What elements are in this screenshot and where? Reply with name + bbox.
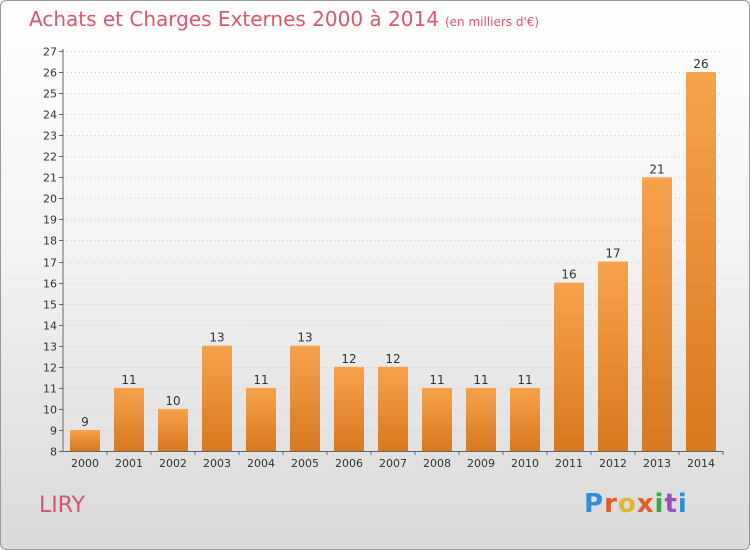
bar-value-label: 13 bbox=[209, 331, 224, 345]
chart-title-text: Achats et Charges Externes 2000 à 2014 bbox=[29, 7, 439, 31]
logo-letter: t bbox=[664, 489, 678, 519]
y-tick-label: 25 bbox=[43, 88, 57, 101]
bar bbox=[290, 345, 320, 451]
x-tick-label: 2007 bbox=[379, 457, 407, 470]
y-tick-label: 22 bbox=[43, 151, 57, 164]
bar bbox=[598, 261, 628, 451]
bar bbox=[510, 387, 540, 451]
bar-value-label: 9 bbox=[81, 415, 89, 429]
bar-value-label: 12 bbox=[341, 352, 356, 366]
y-tick-label: 9 bbox=[50, 425, 57, 438]
place-name: LIRY bbox=[39, 493, 86, 518]
bar bbox=[158, 408, 188, 451]
y-tick-label: 20 bbox=[43, 193, 57, 206]
y-tick-label: 8 bbox=[50, 446, 57, 459]
y-tick-label: 13 bbox=[43, 341, 57, 354]
bar-value-label: 12 bbox=[385, 352, 400, 366]
y-tick-label: 18 bbox=[43, 235, 57, 248]
x-axis: 2000 2001 2002 2003 2004 2005 2006 2007 2008 2009… bbox=[63, 451, 724, 470]
logo-letter: x bbox=[636, 489, 655, 519]
x-tick-label: 2000 bbox=[71, 457, 99, 470]
chart-title: Achats et Charges Externes 2000 à 2014 (e… bbox=[29, 7, 539, 31]
y-tick-label: 27 bbox=[43, 46, 57, 59]
y-tick-label: 14 bbox=[43, 320, 57, 333]
logo-letter: i bbox=[654, 489, 665, 519]
bar-value-label: 10 bbox=[165, 394, 180, 408]
y-tick-label: 24 bbox=[43, 109, 57, 122]
x-tick-label: 2004 bbox=[247, 457, 275, 470]
y-tick-label: 11 bbox=[43, 383, 57, 396]
proxiti-logo: Proxiti bbox=[584, 489, 688, 519]
x-tick-label: 2002 bbox=[159, 457, 187, 470]
bars-group: 9 11 10 13 11 13 12 12 11 11 11 16 17 21 26 bbox=[70, 57, 716, 451]
y-tick-label: 12 bbox=[43, 362, 57, 375]
bar-value-label: 11 bbox=[517, 373, 532, 387]
x-tick-label: 2011 bbox=[555, 457, 583, 470]
y-tick-label: 15 bbox=[43, 299, 57, 312]
x-tick-label: 2009 bbox=[467, 457, 495, 470]
logo-letter: r bbox=[604, 489, 618, 519]
bar bbox=[378, 366, 408, 451]
bar-value-label: 21 bbox=[649, 162, 664, 176]
logo-letter: P bbox=[584, 489, 605, 519]
x-tick-label: 2014 bbox=[687, 457, 715, 470]
y-tick-label: 23 bbox=[43, 130, 57, 143]
bar-value-label: 11 bbox=[429, 373, 444, 387]
bar-value-label: 16 bbox=[561, 268, 576, 282]
x-tick-label: 2001 bbox=[115, 457, 143, 470]
bar-value-label: 11 bbox=[473, 373, 488, 387]
bar bbox=[334, 366, 364, 451]
y-axis: 8 9 10 11 12 13 14 15 16 17 18 19 20 21 22 23 24 25 26 27 bbox=[43, 46, 64, 459]
bar bbox=[642, 177, 672, 451]
logo-letter: i bbox=[677, 489, 688, 519]
bar-value-label: 11 bbox=[121, 373, 136, 387]
bar bbox=[686, 72, 716, 451]
y-tick-label: 26 bbox=[43, 67, 57, 80]
bar-value-label: 26 bbox=[693, 57, 708, 71]
bar bbox=[70, 429, 100, 451]
bar bbox=[466, 387, 496, 451]
y-tick-label: 16 bbox=[43, 278, 57, 291]
x-tick-label: 2005 bbox=[291, 457, 319, 470]
x-tick-label: 2006 bbox=[335, 457, 363, 470]
x-tick-label: 2003 bbox=[203, 457, 231, 470]
x-tick-label: 2008 bbox=[423, 457, 451, 470]
x-tick-label: 2010 bbox=[511, 457, 539, 470]
chart-unit: (en milliers d'€) bbox=[444, 15, 540, 29]
bar bbox=[246, 387, 276, 451]
y-tick-label: 17 bbox=[43, 257, 57, 270]
bar bbox=[202, 345, 232, 451]
bar bbox=[554, 282, 584, 451]
logo-letter: o bbox=[617, 489, 637, 519]
y-tick-label: 21 bbox=[43, 172, 57, 185]
bar bbox=[114, 387, 144, 451]
bar-value-label: 13 bbox=[297, 331, 312, 345]
y-tick-label: 10 bbox=[43, 404, 57, 417]
bar-value-label: 17 bbox=[605, 247, 620, 261]
x-tick-label: 2012 bbox=[599, 457, 627, 470]
x-tick-label: 2013 bbox=[643, 457, 671, 470]
y-tick-label: 19 bbox=[43, 214, 57, 227]
bar bbox=[422, 387, 452, 451]
bar-value-label: 11 bbox=[253, 373, 268, 387]
